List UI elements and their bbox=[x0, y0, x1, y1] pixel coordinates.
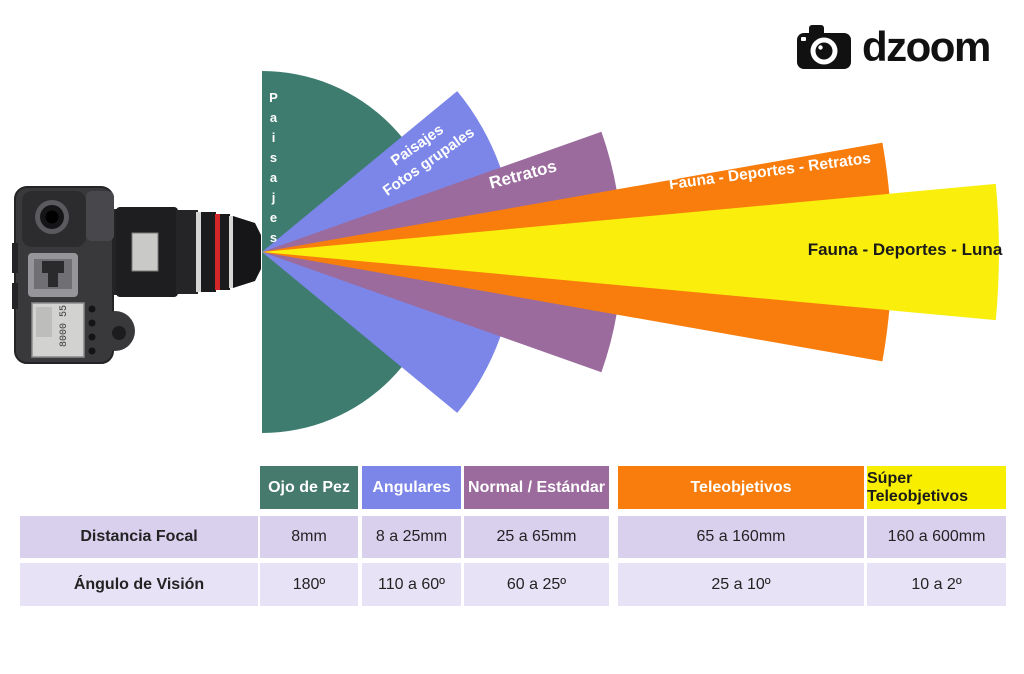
row-label-distancia-focal: Distancia Focal bbox=[20, 516, 258, 558]
camera-illustration: 8000 55 bbox=[12, 186, 261, 364]
camera-icon bbox=[797, 25, 851, 69]
value-distancia-supertele: 160 a 600mm bbox=[867, 516, 1006, 558]
camera-button bbox=[88, 333, 96, 341]
lens-distance-window bbox=[131, 232, 159, 272]
viewfinder-glass bbox=[45, 210, 59, 224]
value-distancia-normal: 25 a 65mm bbox=[464, 516, 609, 558]
strap-lug bbox=[12, 243, 18, 273]
value-distancia-angulares: 8 a 25mm bbox=[362, 516, 461, 558]
value-distancia-ojo-de-pez: 8mm bbox=[260, 516, 358, 558]
col-header-super-teleobjetivos: Súper Teleobjetivos bbox=[867, 466, 1006, 509]
col-header-teleobjetivos: Teleobjetivos bbox=[618, 466, 864, 509]
camera-button bbox=[88, 347, 96, 355]
col-header-angulares: Angulares bbox=[362, 466, 461, 509]
lcd-readout: 8000 55 bbox=[59, 305, 70, 347]
logo-wordmark: dzoom bbox=[862, 23, 991, 70]
side-dial bbox=[12, 283, 18, 309]
value-angulo-angulares: 110 a 60º bbox=[362, 563, 461, 606]
hot-shoe-slot-stem bbox=[48, 261, 58, 287]
lens-barrel2 bbox=[201, 212, 216, 292]
camera-button bbox=[88, 305, 96, 313]
value-angulo-supertele: 10 a 2º bbox=[867, 563, 1006, 606]
lens-front bbox=[233, 216, 261, 288]
lens-barrel bbox=[176, 210, 198, 294]
fan-label-ojo-de-pez: Paisajes bbox=[266, 90, 281, 250]
camera-button bbox=[88, 319, 96, 327]
camera-icon-notch bbox=[801, 37, 806, 41]
shoulder-panel bbox=[86, 191, 114, 241]
lcd-detail bbox=[36, 307, 52, 337]
dzoom-logo: dzoom bbox=[796, 23, 991, 70]
col-header-normal-estandar: Normal / Estándar bbox=[464, 466, 609, 509]
lens-ring-light bbox=[196, 212, 202, 292]
row-label-angulo-de-vision: Ángulo de Visión bbox=[20, 563, 258, 606]
camera-icon-gleam bbox=[818, 45, 823, 50]
value-angulo-ojo-de-pez: 180º bbox=[260, 563, 358, 606]
lens-red-ring bbox=[215, 214, 221, 290]
camera-grip-hole bbox=[112, 326, 126, 340]
col-header-ojo-de-pez: Ojo de Pez bbox=[260, 466, 358, 509]
camera-icon-lens bbox=[815, 42, 833, 60]
lens-ring-light2 bbox=[229, 216, 234, 288]
value-angulo-normal: 60 a 25º bbox=[464, 563, 609, 606]
fan-super-teleobjetivos bbox=[262, 183, 999, 321]
lens-barrel3 bbox=[220, 214, 230, 290]
value-angulo-tele: 25 a 10º bbox=[618, 563, 864, 606]
value-distancia-tele: 65 a 160mm bbox=[618, 516, 864, 558]
fan-label-super-teleobjetivos: Fauna - Deportes - Luna bbox=[807, 240, 1003, 259]
